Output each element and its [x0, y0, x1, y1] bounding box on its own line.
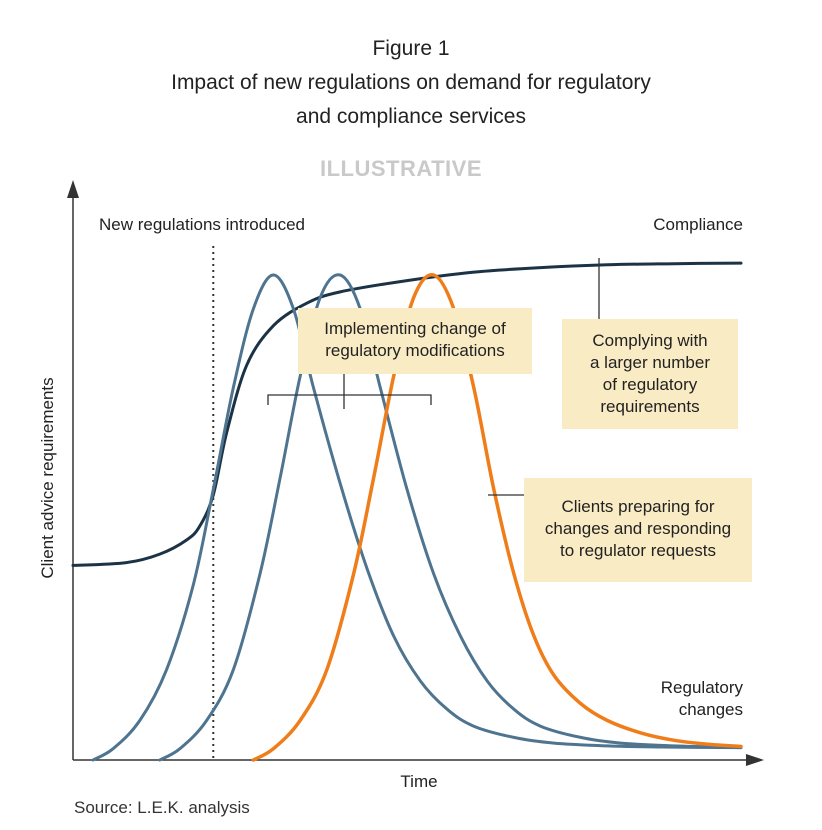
- illustrative-watermark: ILLUSTRATIVE: [319, 156, 483, 181]
- compliance-line: [71, 261, 743, 567]
- blue-peak-line-2: [158, 273, 743, 762]
- axes: [67, 180, 764, 766]
- implementing-bracket: [267, 394, 432, 405]
- complying-line-3: of regulatory: [602, 375, 698, 394]
- event-marker-label: New regulations introduced: [99, 215, 305, 234]
- regulatory-changes-label-line-2: changes: [679, 700, 743, 719]
- compliance-label: Compliance: [653, 215, 743, 234]
- regulatory-changes-label-line-1: Regulatory: [661, 678, 744, 697]
- complying-line-1: Complying with: [592, 331, 708, 350]
- y-axis-arrow: [67, 180, 79, 198]
- source-note: Source: L.E.K. analysis: [74, 798, 250, 817]
- complying-line-4: requirements: [600, 397, 700, 416]
- implementing-line-1: Implementing change of: [324, 319, 506, 338]
- figure-label: Figure 1: [372, 37, 450, 60]
- clients-line-2: changes and responding: [544, 519, 732, 538]
- x-axis-arrow: [746, 754, 764, 766]
- clients-line-3: to regulator requests: [560, 541, 716, 560]
- blue-peak-line-1: [91, 273, 743, 762]
- series-layer: [71, 261, 743, 762]
- orange-peak-line: [251, 272, 743, 762]
- chart-title-line-2: and compliance services: [296, 105, 526, 128]
- complying-annotation-box: Complying with a larger number of regula…: [562, 319, 738, 429]
- annotation-leaders: [267, 258, 600, 496]
- clients-annotation-box: Clients preparing for changes and respon…: [524, 478, 752, 582]
- implementing-annotation-box: Implementing change of regulatory modifi…: [298, 308, 532, 374]
- clients-line-1: Clients preparing for: [561, 497, 715, 516]
- y-axis-label: Client advice requirements: [38, 377, 57, 578]
- implementing-line-2: regulatory modifications: [325, 341, 505, 360]
- x-axis-label: Time: [400, 772, 437, 791]
- chart-title-line-1: Impact of new regulations on demand for …: [171, 71, 651, 94]
- complying-line-2: a larger number: [589, 353, 710, 372]
